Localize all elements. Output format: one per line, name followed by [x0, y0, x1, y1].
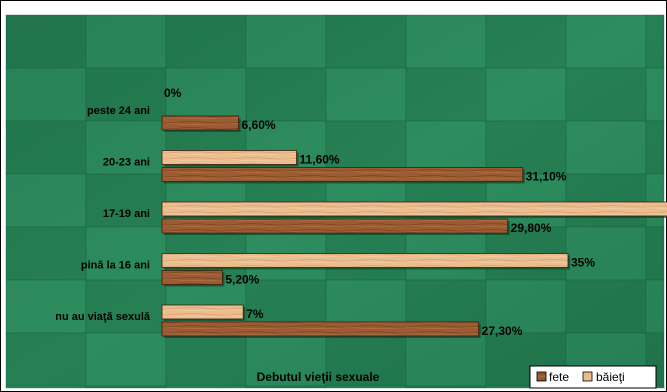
- background-tile: [565, 279, 647, 334]
- background-tile: [565, 67, 647, 122]
- background-tile: [405, 120, 487, 175]
- data-label: 11,60%: [300, 153, 340, 167]
- legend-swatch-baieti: [582, 371, 593, 382]
- background-tile: [645, 120, 665, 175]
- bar-fete: [161, 270, 223, 285]
- bar-fete: [161, 167, 524, 182]
- legend: fete băieţi: [529, 365, 657, 389]
- background-tile: [645, 173, 665, 228]
- category-label: 20-23 ani: [103, 157, 150, 169]
- background-tile: [85, 14, 167, 69]
- bar-baieti: [161, 304, 244, 320]
- background-tile: [5, 67, 87, 122]
- data-label: 6,60%: [242, 118, 276, 132]
- bar-baieti: [161, 201, 667, 217]
- legend-label-baieti: băieţi: [596, 370, 625, 384]
- category-labels: peste 24 ani 20-23 ani 17-19 ani pină la 16…: [55, 105, 151, 323]
- background-tile: [5, 226, 87, 281]
- category-label: nu au viaţă sexulă: [55, 311, 151, 323]
- background-tile: [565, 226, 647, 281]
- data-label: 5,20%: [225, 273, 259, 287]
- data-label: 31,10%: [526, 170, 567, 184]
- background-tile: [325, 67, 407, 122]
- background-tile: [405, 67, 487, 122]
- legend-label-fete: fete: [549, 370, 569, 384]
- background-tile: [405, 385, 487, 389]
- category-label: pină la 16 ani: [81, 260, 150, 272]
- category-label: peste 24 ani: [87, 105, 150, 117]
- background-tile: [85, 279, 167, 334]
- data-label: 27,30%: [482, 324, 523, 338]
- background-tile: [325, 120, 407, 175]
- background-tile: [165, 385, 247, 389]
- background-tile: [245, 14, 327, 69]
- category-label: 17-19 ani: [103, 208, 150, 220]
- background-tile: [5, 173, 87, 228]
- bar-fete: [161, 115, 239, 131]
- background-tile: [485, 120, 567, 175]
- background-tile: [565, 173, 647, 228]
- background-tile: [85, 67, 167, 122]
- background-tile: [165, 14, 247, 69]
- background-tile: [645, 279, 665, 334]
- background-tile: [565, 14, 647, 69]
- background-tile: [325, 332, 407, 387]
- data-labels: 0%6,60%11,60%31,10%46,50%29,80%35%5,20%7…: [164, 86, 595, 338]
- bar-fete: [161, 218, 509, 234]
- bar-baieti: [161, 253, 569, 268]
- background-tile: [645, 14, 665, 69]
- background-tile: [85, 173, 167, 228]
- background-tile: [645, 67, 665, 122]
- background-tile: [5, 332, 87, 387]
- background-tile: [85, 226, 167, 281]
- legend-box: [529, 365, 657, 389]
- background-tile: [165, 332, 247, 387]
- background-tile: [5, 279, 87, 334]
- background-tile: [85, 120, 167, 175]
- background-tile: [85, 385, 167, 389]
- data-label: 7%: [246, 307, 264, 321]
- background-tile: [645, 226, 665, 281]
- background-tile: [245, 385, 327, 389]
- background-tile: [565, 120, 647, 175]
- background-tile: [485, 14, 567, 69]
- background-tile: [325, 14, 407, 69]
- bar-baieti: [161, 150, 297, 165]
- data-label: 35%: [571, 256, 595, 270]
- background-tile: [5, 385, 87, 389]
- legend-swatch-fete: [536, 371, 547, 382]
- bar-fete: [161, 321, 480, 337]
- background-tile: [485, 67, 567, 122]
- background-tile: [325, 385, 407, 389]
- background-tile: [5, 14, 87, 69]
- bars: [161, 115, 667, 338]
- data-label: 29,80%: [511, 221, 552, 235]
- background-tile: [85, 332, 167, 387]
- data-label: 0%: [164, 86, 182, 100]
- chart-title: Debutul vieţii sexuale: [257, 370, 380, 384]
- background-tile: [405, 332, 487, 387]
- background-tile: [405, 14, 487, 69]
- background-tile: [165, 67, 247, 122]
- background-tile: [245, 67, 327, 122]
- background-tile: [5, 120, 87, 175]
